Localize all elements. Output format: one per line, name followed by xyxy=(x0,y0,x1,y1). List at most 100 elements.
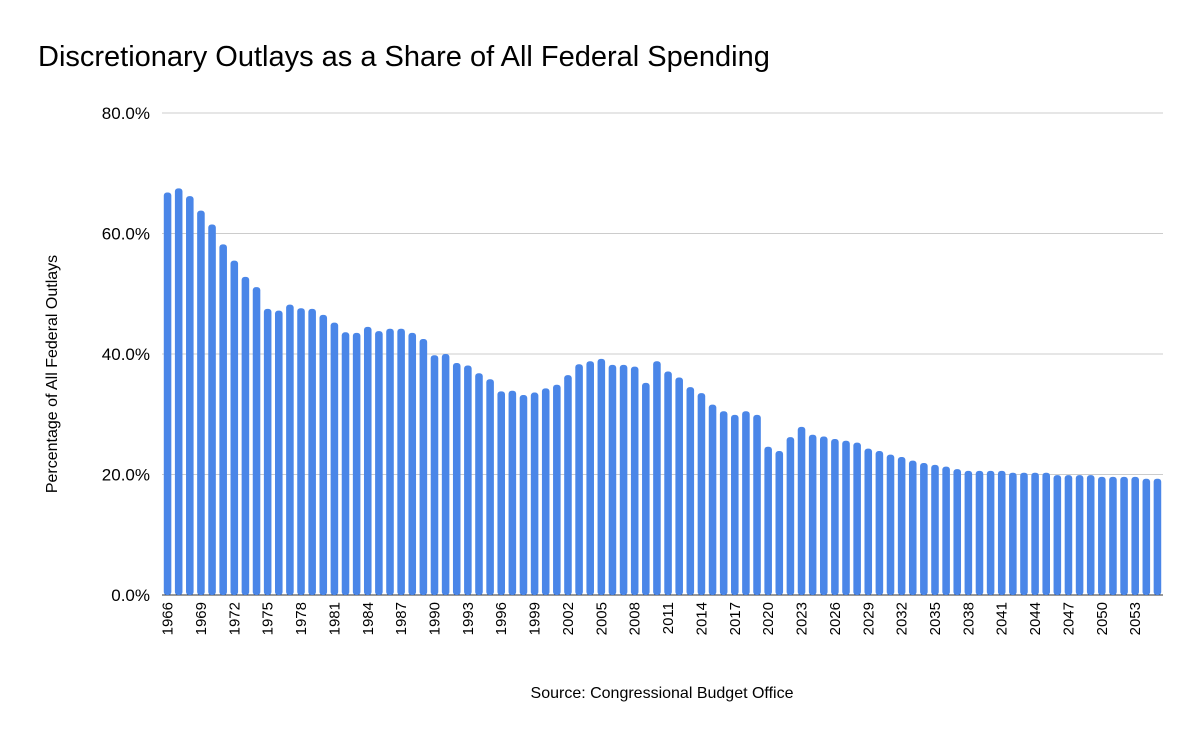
bar xyxy=(875,451,884,595)
bar xyxy=(252,287,261,595)
bar xyxy=(163,192,172,595)
x-tick-label: 1999 xyxy=(527,602,544,635)
bar xyxy=(742,411,750,595)
bar xyxy=(719,411,728,595)
bar xyxy=(953,469,962,595)
y-tick-label: 80.0% xyxy=(102,104,150,123)
bar xyxy=(475,373,483,595)
bar xyxy=(464,365,472,595)
x-tick-label: 2044 xyxy=(1027,602,1044,635)
bar xyxy=(497,391,506,595)
bar xyxy=(363,326,372,595)
bar xyxy=(864,448,873,595)
bar xyxy=(642,382,650,595)
x-tick-label: 1981 xyxy=(326,602,343,635)
bar xyxy=(675,377,683,595)
bar xyxy=(1109,476,1117,595)
bar xyxy=(508,390,517,595)
bar xyxy=(842,440,850,595)
bar xyxy=(908,460,917,595)
gridlines xyxy=(162,112,1163,596)
bar xyxy=(186,196,194,595)
y-axis-label: Percentage of All Federal Outlays xyxy=(44,255,61,493)
bar xyxy=(753,414,761,595)
bar xyxy=(319,314,328,595)
x-tick-label: 2002 xyxy=(560,602,577,635)
bar xyxy=(1086,475,1095,595)
x-tick-label: 2032 xyxy=(894,602,911,635)
bar xyxy=(297,308,305,595)
bar xyxy=(920,463,928,595)
bar xyxy=(819,436,828,595)
y-axis-ticks: 0.0% 20.0% 40.0% 60.0% 80.0% xyxy=(102,104,150,605)
bar xyxy=(964,470,973,595)
bar xyxy=(731,414,739,595)
bar xyxy=(653,361,661,595)
bar xyxy=(1131,476,1139,595)
bar xyxy=(1031,472,1039,595)
y-tick-label: 0.0% xyxy=(111,586,150,605)
bar xyxy=(664,371,672,595)
x-tick-label: 1996 xyxy=(493,602,510,635)
x-tick-label: 2023 xyxy=(794,602,811,635)
x-tick-label: 2047 xyxy=(1060,602,1077,635)
bar xyxy=(430,355,439,595)
bar xyxy=(230,260,239,595)
bar xyxy=(219,244,227,595)
bar xyxy=(1020,472,1028,595)
bar xyxy=(1075,475,1084,595)
x-tick-label: 2038 xyxy=(960,602,977,635)
bar xyxy=(308,308,316,595)
x-tick-label: 1978 xyxy=(293,602,310,635)
bar xyxy=(553,384,561,595)
bar xyxy=(408,332,417,595)
bar xyxy=(831,438,839,595)
x-tick-label: 2017 xyxy=(727,602,744,635)
x-tick-label: 1993 xyxy=(460,602,477,635)
bar xyxy=(975,470,984,595)
bar xyxy=(786,437,795,595)
bar xyxy=(174,188,183,595)
bar xyxy=(208,224,216,595)
x-tick-label: 2020 xyxy=(760,602,777,635)
bar xyxy=(708,404,717,595)
bar xyxy=(241,276,250,595)
x-tick-label: 2008 xyxy=(627,602,644,635)
bar xyxy=(530,392,539,595)
bar xyxy=(341,332,350,595)
x-tick-label: 2011 xyxy=(660,602,677,634)
x-tick-label: 1990 xyxy=(426,602,443,635)
bar xyxy=(1042,472,1050,595)
bar xyxy=(619,364,628,595)
x-tick-label: 2014 xyxy=(693,602,710,635)
bar xyxy=(1053,475,1062,595)
bar xyxy=(375,331,383,595)
bar xyxy=(775,451,784,595)
x-tick-label: 2005 xyxy=(593,602,610,635)
bar xyxy=(441,354,450,595)
bar xyxy=(1153,478,1162,595)
bar xyxy=(1142,478,1151,595)
bar xyxy=(764,446,772,595)
x-tick-label: 1966 xyxy=(160,602,177,635)
bar xyxy=(1120,476,1128,595)
bar xyxy=(1009,472,1017,595)
bar xyxy=(197,210,205,596)
bar xyxy=(853,442,861,595)
bar xyxy=(452,363,461,595)
bar xyxy=(263,308,272,595)
x-axis-label: Source: Congressional Budget Office xyxy=(531,685,794,702)
bar xyxy=(697,393,706,595)
bar xyxy=(608,364,617,595)
bar xyxy=(897,457,906,595)
x-axis-ticks: 1966 1969 1972 1975 1978 1981 1984 1987 1990 1993… xyxy=(160,602,1145,635)
bar xyxy=(686,387,695,595)
bar xyxy=(275,310,283,595)
bar xyxy=(1064,475,1073,595)
bar xyxy=(386,328,394,595)
bar xyxy=(942,466,950,595)
bar xyxy=(330,322,339,595)
x-tick-label: 2050 xyxy=(1094,602,1111,635)
bar xyxy=(931,464,939,595)
bar xyxy=(997,470,1006,595)
